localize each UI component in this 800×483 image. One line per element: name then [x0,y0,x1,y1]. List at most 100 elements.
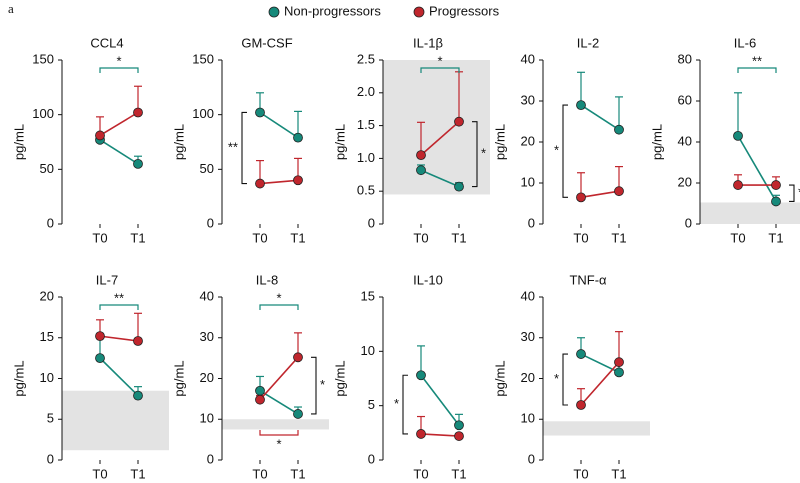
y-tick-label: 0 [368,215,375,230]
y-tick-label: 100 [32,106,54,121]
series-line [580,361,620,406]
reference-band [383,60,490,195]
marker [293,132,303,143]
panel-title: IL-10 [413,272,443,287]
significance-bracket [472,121,478,188]
x-tick-label: T0 [92,230,107,245]
y-tick-label: 0 [47,451,54,466]
marker [614,367,624,378]
y-tick-label: 20 [40,288,54,303]
x-tick-label: T0 [573,466,588,481]
series-line [259,111,299,139]
y-axis-label: pg/mL [171,360,186,396]
panel-title: CCL4 [90,35,123,50]
marker [454,181,464,192]
y-tick-label: 30 [200,329,214,344]
significance-bracket [99,304,139,310]
series-line [259,390,299,415]
x-tick-label: T0 [573,230,588,245]
marker [293,409,303,419]
x-tick-label: T1 [290,466,305,481]
series-line [99,357,139,397]
y-axis-label: pg/mL [492,360,507,396]
significance-bracket [789,184,795,202]
reference-band [222,419,329,430]
panel-title: IL-8 [256,272,278,287]
series-line [420,374,460,426]
x-tick-label: T1 [451,230,466,245]
x-tick-label: T1 [451,466,466,481]
x-tick-label: T1 [611,466,626,481]
y-tick-label: 10 [521,174,535,189]
significance-label: * [116,53,121,68]
marker [416,150,426,161]
significance-bracket [562,104,568,198]
y-tick-label: 0.5 [357,183,375,198]
reference-band [62,390,169,451]
marker [614,124,624,135]
marker [133,336,143,346]
y-tick-label: 2.0 [357,84,375,99]
x-tick-label: T0 [413,230,428,245]
marker [133,158,143,169]
series-line [259,356,299,401]
y-tick-label: 0 [528,215,535,230]
x-tick-label: T0 [92,466,107,481]
marker [293,175,303,186]
marker [733,180,743,190]
marker [416,429,426,439]
x-tick-label: T0 [730,230,745,245]
significance-label: * [276,436,281,451]
significance-label: ** [752,53,762,68]
significance-label: * [276,290,281,305]
marker [133,107,143,118]
marker [255,394,265,405]
legend-label: Progressors [429,3,500,18]
marker [95,130,105,141]
y-tick-label: 30 [521,329,535,344]
significance-label: * [437,53,442,68]
x-tick-label: T1 [130,230,145,245]
significance-bracket [99,67,139,73]
y-tick-label: 15 [361,288,375,303]
reference-band [700,202,800,224]
y-tick-label: 15 [40,329,54,344]
x-tick-label: T0 [413,466,428,481]
series-line [420,169,460,188]
y-tick-label: 0 [207,215,214,230]
series-line [580,104,620,131]
marker [416,370,426,381]
significance-label: * [320,377,325,392]
marker [454,431,464,441]
significance-bracket [420,67,460,73]
y-tick-label: 0 [368,451,375,466]
y-tick-label: 50 [200,161,214,176]
significance-bracket [311,356,317,415]
marker [255,385,265,396]
significance-bracket [562,353,568,406]
significance-label: ** [114,290,124,305]
y-tick-label: 20 [678,174,692,189]
series-line [420,433,460,437]
significance-label: ** [228,139,238,154]
legend-marker [268,6,280,18]
y-tick-label: 60 [678,92,692,107]
marker [293,352,303,363]
marker [733,130,743,141]
marker [255,178,265,189]
marker [576,400,586,410]
y-tick-label: 0 [47,215,54,230]
y-tick-label: 20 [200,370,214,385]
y-tick-label: 150 [192,51,214,66]
legend-marker [413,6,425,18]
y-tick-label: 1.0 [357,150,375,165]
legend-label: Non-progressors [284,3,381,18]
y-tick-label: 20 [521,133,535,148]
y-tick-label: 10 [40,370,54,385]
y-tick-label: 150 [32,51,54,66]
y-axis-label: pg/mL [492,124,507,160]
y-axis-label: pg/mL [649,124,664,160]
significance-bracket [402,374,408,435]
panel-title: TNF-α [569,272,607,287]
